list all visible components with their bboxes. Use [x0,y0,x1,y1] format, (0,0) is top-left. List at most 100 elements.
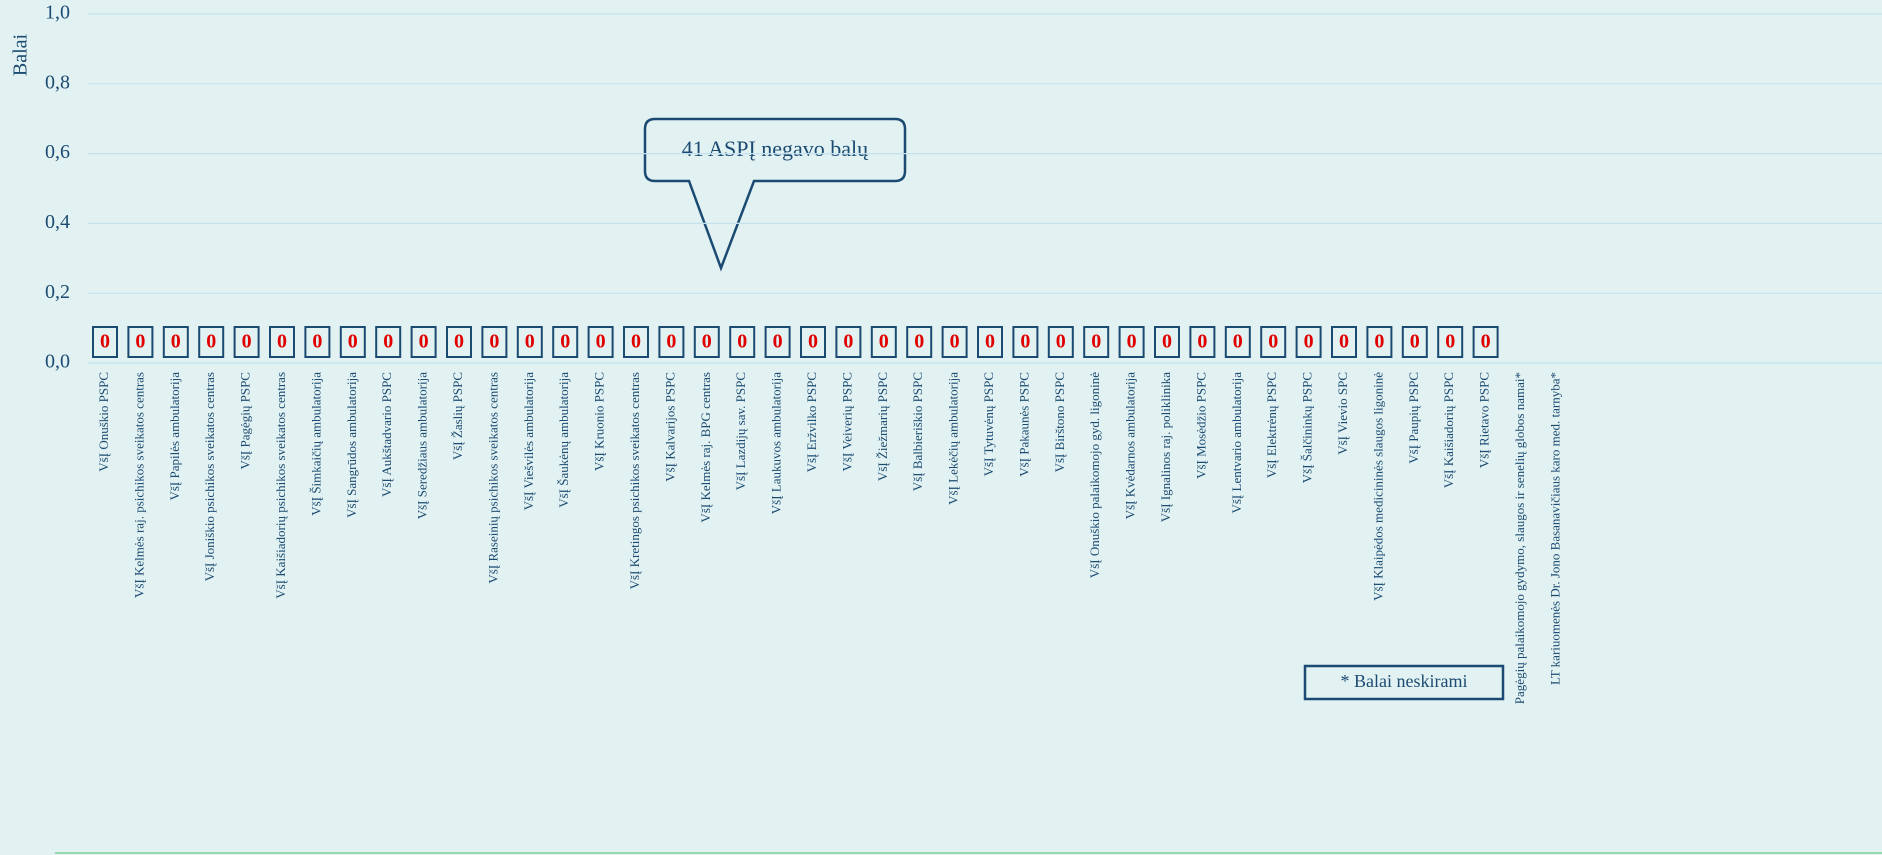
data-label: 0 [383,331,393,353]
data-label-box [1366,326,1393,358]
data-label-box [304,326,331,358]
y-axis-label: Balai [10,33,32,76]
data-label-box [1437,326,1464,358]
y-tick-label: 0,8 [45,71,70,93]
data-label: 0 [1127,331,1137,353]
data-label-box [516,326,543,358]
y-tick-label: 0,0 [45,351,70,373]
x-tick-label: VšĮ Seredžiaus ambulatorija [415,372,430,520]
x-tick-label: VšĮ Raseinių psichikos sveikatos centras [485,372,500,584]
data-label: 0 [560,331,570,353]
data-label: 0 [737,331,747,353]
x-tick-label: VšĮ Lekėčių ambulatorija [946,372,961,505]
data-label-box [198,326,225,358]
data-label: 0 [171,331,181,353]
data-label: 0 [525,331,535,353]
data-label-box [658,326,685,358]
x-tick-label: VšĮ Kretingos psichikos sveikatos centra… [627,372,642,589]
x-tick-label: VšĮ Žaslių PSPC [450,372,465,460]
y-tick-label: 1,0 [45,2,70,24]
x-tick-label: VšĮ Aukštadvario PSPC [379,372,394,497]
x-tick-label: VšĮ Kalvarijos PSPC [662,372,677,482]
data-label: 0 [242,331,252,353]
x-tick-label: VšĮ Kruonio PSPC [592,372,607,471]
data-label: 0 [1233,331,1243,353]
x-tick-label: VšĮ Ignalinos raj. poliklinika [1158,372,1173,522]
data-label-box [729,326,756,358]
x-tick-label: VšĮ Kaišiadorių psichikos sveikatos cent… [273,372,288,599]
data-label-box [1295,326,1322,358]
data-label: 0 [1268,331,1278,353]
x-tick-label: VšĮ Kvėdarnos ambulatorija [1123,372,1138,520]
x-tick-label: VšĮ Birštono PSPC [1052,372,1067,472]
x-tick-label: VšĮ Kelmės raj. psichikos sveikatos cent… [131,372,146,598]
data-label-box [800,326,826,358]
data-label-box [835,326,862,358]
data-label: 0 [950,331,960,353]
data-label-box [623,326,649,358]
data-label-box [1083,326,1110,358]
data-label-box [1118,326,1145,358]
data-label: 0 [631,331,641,353]
y-tick-label: 0,4 [45,211,70,233]
x-tick-label: VšĮ Kaišiadorių PSPC [1441,372,1456,488]
data-label: 0 [1374,331,1384,353]
data-label-box [375,326,402,358]
x-tick-label: VšĮ Šaukėnų ambulatorija [556,372,571,508]
data-label-box [552,326,579,358]
x-tick-label: VšĮ Pagėgių PSPC [238,372,253,470]
x-tick-label: VšĮ Šimkaičių ambulatorija [308,372,323,516]
data-label-box [339,326,366,358]
data-label: 0 [1304,331,1314,353]
x-tick-label: VšĮ Onuškio PSPC [96,372,111,472]
data-label: 0 [419,331,429,353]
data-label-box [870,326,897,358]
data-label-box [1401,326,1428,358]
data-label-box [906,326,933,358]
x-tick-label: VšĮ Laukuvos ambulatorija [769,372,784,514]
x-tick-label: VšĮ Pakaunės PSPC [1016,372,1031,477]
x-tick-label: VšĮ Mosėdžio PSPC [1193,372,1208,479]
data-label-box [1224,326,1251,358]
callout [643,117,907,272]
data-label: 0 [702,331,712,353]
data-label: 0 [1339,331,1349,353]
x-tick-label: VšĮ Kelmės raj. BPG centras [698,372,713,523]
x-tick-label: VšĮ Sangrūdos ambulatorija [344,372,359,518]
data-label-box [1154,326,1180,358]
data-label: 0 [1056,331,1066,353]
x-tick-label: VšĮ Joniškio psichikos sveikatos centras [202,372,217,581]
data-label: 0 [1020,331,1030,353]
x-tick-label: VšĮ Elektrėnų PSPC [1264,372,1279,478]
data-label: 0 [843,331,853,353]
x-tick-label: VšĮ Veiverių PSPC [839,372,854,471]
data-label-box [162,326,189,358]
data-label: 0 [206,331,216,353]
data-label: 0 [489,331,499,353]
data-label: 0 [100,331,110,353]
data-label-box [127,326,154,358]
data-label-box [1012,326,1039,358]
x-tick-label: VšĮ Tytuvėnų PSPC [981,372,996,476]
data-label: 0 [454,331,464,353]
data-label: 0 [985,331,995,353]
data-label-box [1260,326,1287,358]
x-tick-label: VšĮ Eržvilko PSPC [804,372,819,472]
x-tick-label: VšĮ Šalčininkų PSPC [1300,372,1315,483]
x-tick-label: VšĮ Žiežmarių PSPC [875,372,890,481]
data-label-box [693,326,720,358]
x-tick-label: VšĮ Rietavo PSPC [1477,372,1492,468]
data-label-box [92,326,118,358]
data-label-box [1331,326,1357,358]
data-label-box [587,326,614,358]
x-tick-label: VšĮ Papilės ambulatorija [167,372,182,501]
data-label-box [410,326,437,358]
y-tick-label: 0,6 [45,141,70,163]
data-label: 0 [773,331,783,353]
x-tick-label: VšĮ Paupių PSPC [1406,372,1421,464]
data-label: 0 [348,331,358,353]
data-label-box [481,326,508,358]
x-tick-label: VšĮ Lentvario ambulatorija [1229,372,1244,514]
